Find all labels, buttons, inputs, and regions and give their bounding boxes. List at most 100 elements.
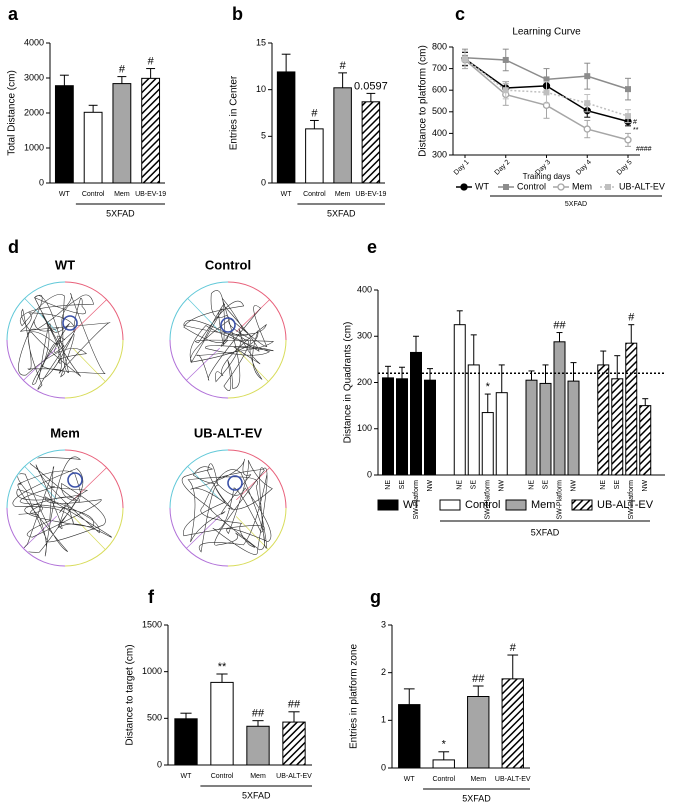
bar <box>481 412 494 476</box>
x-tick-label: SW-Platform <box>485 480 492 520</box>
y-tick-label: 1 <box>381 715 386 725</box>
legend-label: UB-ALT-EV <box>619 181 665 191</box>
x-tick-label: SW-Platform <box>413 480 420 520</box>
bar <box>525 379 538 476</box>
x-tick-label: NW <box>499 480 506 492</box>
x-tick-label: NE <box>600 480 607 490</box>
x-tick-label: Control <box>432 776 455 783</box>
y-tick-label: 200 <box>357 377 372 387</box>
significance-mark: * <box>486 381 491 393</box>
y-tick-label: 0 <box>261 177 266 187</box>
x-tick-label: SE <box>399 480 406 490</box>
y-tick-label: 800 <box>432 41 447 51</box>
legend-marker <box>557 183 565 191</box>
bar <box>305 128 324 184</box>
point <box>462 55 468 62</box>
bar <box>553 341 566 476</box>
bar <box>453 324 466 476</box>
platform-target <box>62 315 78 331</box>
x-tick-label: Day 5 <box>616 159 634 177</box>
legend-swatch <box>571 499 593 511</box>
group-label: 5XFAD <box>531 527 560 537</box>
maze-label: WT <box>55 257 75 272</box>
swim-path <box>12 456 112 557</box>
platform-target <box>67 472 83 488</box>
maze-divider <box>23 515 57 549</box>
significance-mark: #### <box>636 146 652 153</box>
significance-mark: # <box>633 119 637 126</box>
maze-label: Control <box>205 257 251 272</box>
y-tick-label: 5 <box>261 131 266 141</box>
maze-divider <box>24 298 58 332</box>
point <box>502 87 509 94</box>
significance-mark: ## <box>288 699 301 711</box>
maze-divider <box>236 299 270 333</box>
significance-mark: # <box>510 642 517 654</box>
legend-label: Mem <box>572 181 592 191</box>
significance-mark: * <box>442 739 447 751</box>
x-tick-label: NE <box>385 480 392 490</box>
y-tick-label: 2 <box>381 667 386 677</box>
panel-letter: g <box>370 587 381 607</box>
bar <box>611 378 624 476</box>
bar <box>625 342 638 476</box>
point <box>543 76 550 83</box>
panel-letter: c <box>455 4 465 24</box>
point <box>584 73 591 80</box>
y-tick-label: 15 <box>256 37 266 47</box>
x-tick-label: NE <box>457 480 464 490</box>
legend-label: Mem <box>531 499 555 511</box>
group-label: 5XFAD <box>106 208 135 218</box>
group-label: 5XFAD <box>327 208 356 218</box>
bar <box>382 377 394 476</box>
y-tick-label: 10 <box>256 84 266 94</box>
bar <box>467 364 480 476</box>
group-label: 5XFAD <box>242 790 271 800</box>
bar <box>361 101 381 184</box>
bar <box>639 405 652 476</box>
platform-target <box>220 317 236 333</box>
y-axis-label: Entries in Center <box>229 75 240 150</box>
x-tick-label: NW <box>570 480 577 492</box>
maze-divider <box>187 298 221 332</box>
x-tick-label: UB-ALT-EV <box>276 773 312 780</box>
point <box>625 86 631 93</box>
point <box>543 89 550 96</box>
legend-swatch <box>505 499 527 511</box>
y-tick-label: 400 <box>357 284 372 294</box>
maze-divider <box>187 466 221 500</box>
y-tick-label: 4000 <box>24 37 44 47</box>
x-tick-label: Mem <box>114 191 130 198</box>
maze-arc <box>64 449 124 509</box>
y-tick-label: 400 <box>432 128 447 138</box>
y-tick-label: 0 <box>381 762 386 772</box>
significance-mark: # <box>628 312 635 324</box>
x-tick-label: UB-ALT-EV <box>495 776 531 783</box>
x-tick-label: WT <box>59 191 71 198</box>
platform-target <box>227 475 243 491</box>
maze-divider <box>186 347 220 381</box>
legend-swatch <box>439 499 461 511</box>
panel-letter: a <box>8 4 19 24</box>
significance-mark: ## <box>472 673 485 685</box>
y-tick-label: 0 <box>39 177 44 187</box>
maze-divider <box>235 516 269 550</box>
panel-letter: e <box>367 237 377 257</box>
bar <box>495 392 508 476</box>
x-tick-label: NW <box>642 480 649 492</box>
y-axis-label: Distance in Quadrants (cm) <box>343 322 354 444</box>
y-axis-label: Distance to platform (cm) <box>418 45 429 157</box>
y-tick-label: 0 <box>367 469 372 479</box>
group-label: 5XFAD <box>462 793 491 802</box>
legend-label: Control <box>517 181 546 191</box>
legend-marker <box>605 184 611 190</box>
maze-divider <box>73 299 107 333</box>
maze-divider <box>72 516 106 550</box>
x-tick-label: NW <box>427 480 434 492</box>
point <box>624 136 632 144</box>
bar <box>467 696 490 769</box>
point <box>584 100 591 107</box>
y-axis-label: Total Distance (cm) <box>7 70 18 156</box>
y-tick-label: 700 <box>432 63 447 73</box>
